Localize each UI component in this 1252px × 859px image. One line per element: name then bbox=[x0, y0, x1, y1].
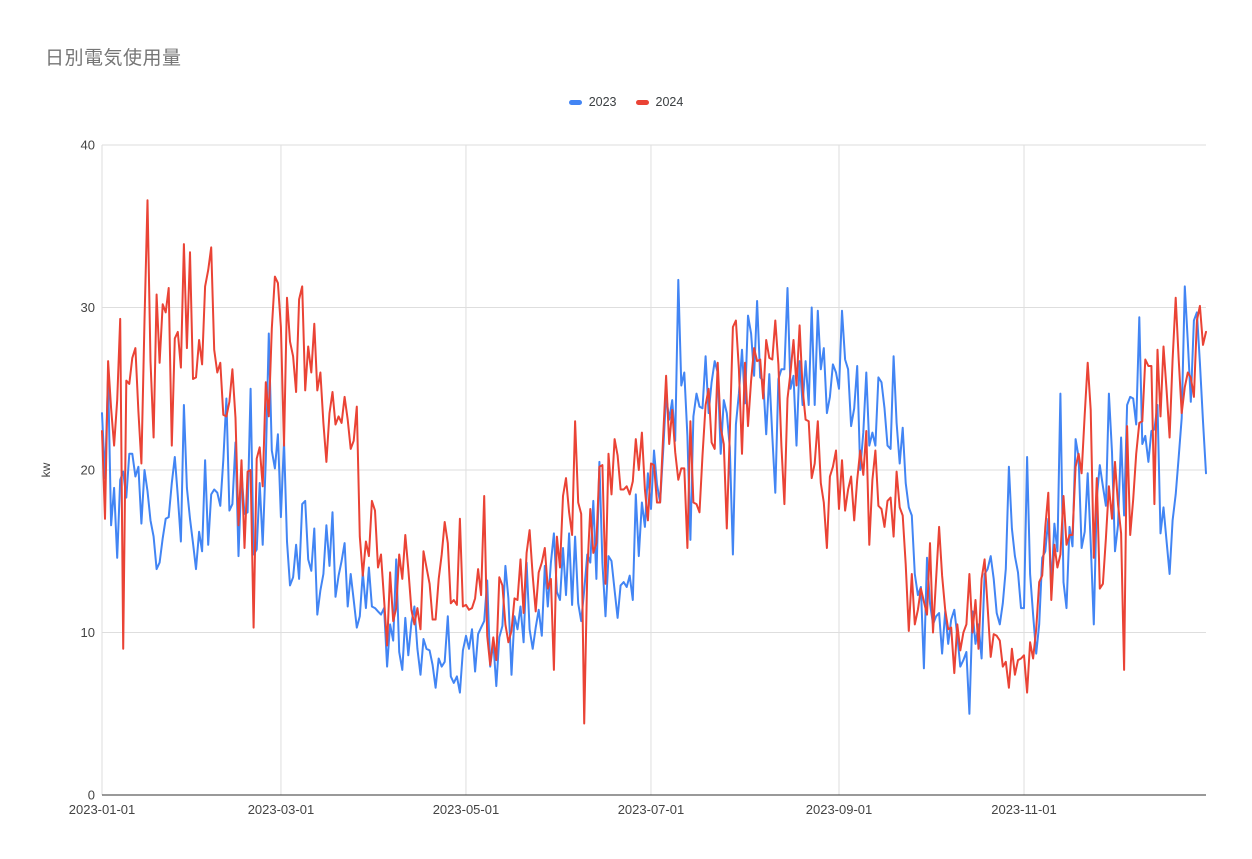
y-tick-label: 0 bbox=[88, 788, 95, 803]
legend-label-2023: 2023 bbox=[588, 95, 617, 109]
chart-title: 日別電気使用量 bbox=[45, 48, 182, 69]
x-tick-label: 2023-11-01 bbox=[991, 802, 1057, 817]
legend-label-2024: 2024 bbox=[655, 95, 684, 109]
y-tick-label: 30 bbox=[81, 300, 95, 315]
series-line-2024 bbox=[101, 199, 1207, 725]
legend-swatch-2024 bbox=[635, 99, 649, 105]
y-axis-title: kw bbox=[39, 462, 53, 477]
y-tick-label: 20 bbox=[81, 463, 95, 478]
x-tick-label: 2023-01-01 bbox=[69, 802, 136, 817]
x-tick-label: 2023-05-01 bbox=[433, 802, 500, 817]
legend-item-2023: 2023 bbox=[568, 95, 617, 109]
y-tick-label: 10 bbox=[81, 625, 95, 640]
chart-legend: 2023 2024 bbox=[0, 95, 1252, 109]
x-tick-label: 2023-03-01 bbox=[248, 802, 315, 817]
series-line-2023 bbox=[101, 278, 1207, 715]
legend-item-2024: 2024 bbox=[635, 95, 684, 109]
legend-swatch-2023 bbox=[568, 99, 582, 105]
x-tick-label: 2023-07-01 bbox=[618, 802, 685, 817]
x-tick-label: 2023-09-01 bbox=[806, 802, 873, 817]
y-tick-label: 40 bbox=[81, 138, 95, 153]
